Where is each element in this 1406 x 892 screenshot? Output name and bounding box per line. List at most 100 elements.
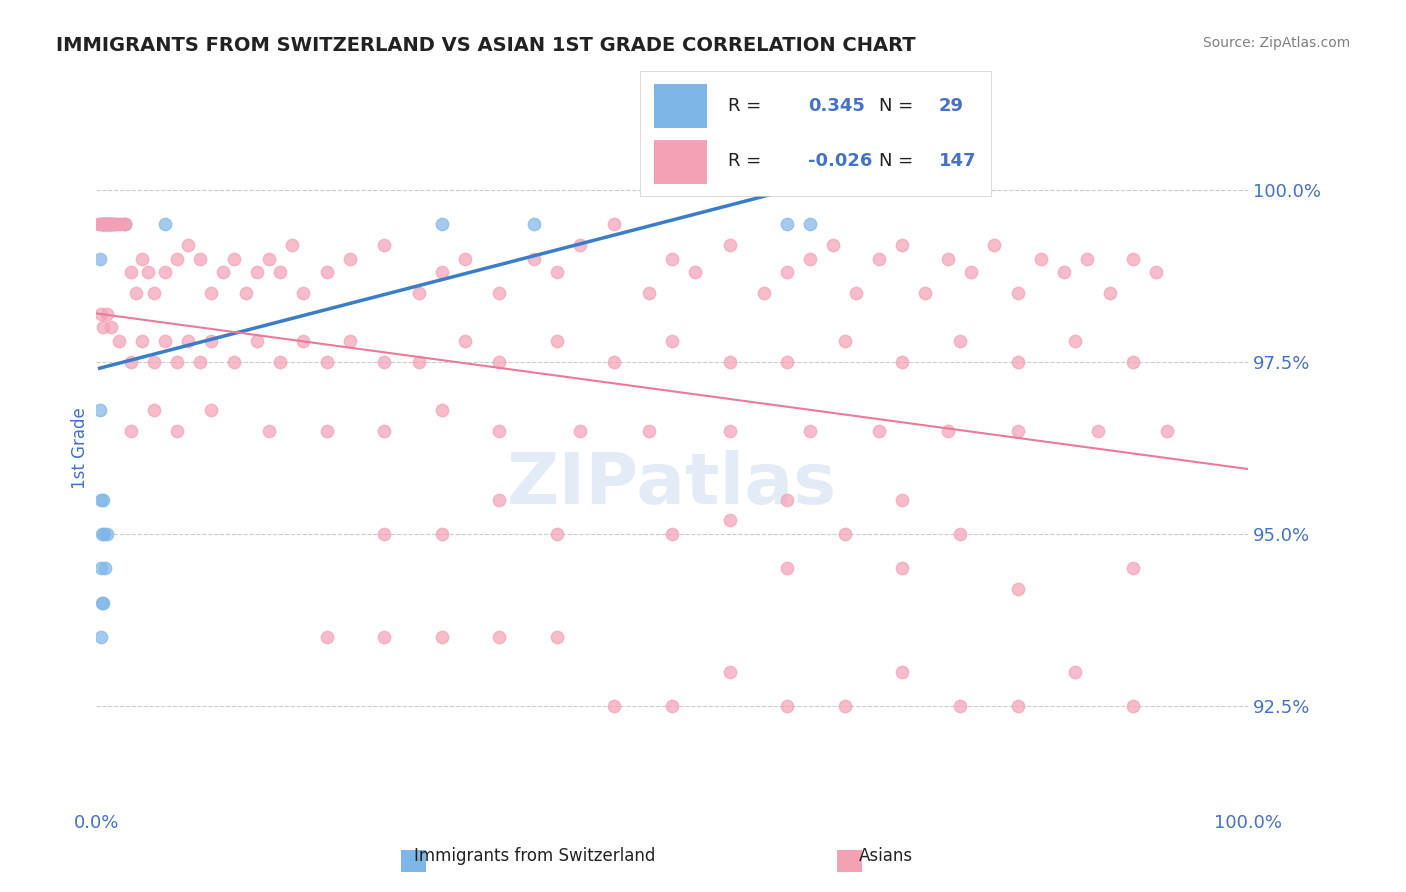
Point: [868, 252, 890, 266]
Point: [638, 285, 661, 300]
Point: [1156, 424, 1178, 438]
Point: [120, 355, 142, 369]
Point: [100, 320, 122, 334]
Point: [315, 424, 337, 438]
Point: [776, 492, 799, 507]
Point: [177, 237, 200, 252]
Point: [91, 320, 114, 334]
Point: [97, 217, 120, 231]
Point: [98, 217, 121, 231]
Point: [235, 285, 257, 300]
Point: [776, 699, 799, 714]
Point: [752, 285, 775, 300]
Point: [1007, 699, 1029, 714]
Text: IMMIGRANTS FROM SWITZERLAND VS ASIAN 1ST GRADE CORRELATION CHART: IMMIGRANTS FROM SWITZERLAND VS ASIAN 1ST…: [56, 36, 915, 54]
Point: [100, 217, 122, 231]
Point: [891, 665, 914, 679]
Point: [1007, 582, 1029, 596]
Point: [97, 217, 120, 231]
Point: [949, 527, 972, 541]
Point: [224, 355, 246, 369]
Point: [257, 424, 280, 438]
Point: [125, 285, 148, 300]
Point: [661, 527, 683, 541]
Point: [257, 252, 280, 266]
Point: [177, 334, 200, 349]
Point: [142, 285, 165, 300]
Point: [91, 596, 114, 610]
Point: [373, 527, 395, 541]
Point: [845, 285, 868, 300]
Text: 29: 29: [939, 97, 963, 115]
Point: [104, 217, 127, 231]
Point: [200, 285, 222, 300]
Point: [949, 334, 972, 349]
Point: [603, 355, 626, 369]
Point: [523, 217, 546, 231]
Point: [834, 334, 856, 349]
Point: [269, 355, 291, 369]
Point: [89, 252, 111, 266]
Point: [200, 334, 222, 349]
Point: [1007, 355, 1029, 369]
Point: [246, 334, 269, 349]
Point: [200, 403, 222, 417]
Point: [430, 527, 453, 541]
Point: [373, 237, 395, 252]
Point: [155, 334, 177, 349]
Point: [166, 355, 188, 369]
Point: [120, 424, 142, 438]
Point: [281, 237, 304, 252]
Point: [799, 252, 821, 266]
Point: [89, 403, 111, 417]
Point: [90, 492, 112, 507]
Point: [120, 265, 142, 279]
Point: [90, 631, 112, 645]
Point: [269, 265, 291, 279]
Point: [166, 424, 188, 438]
Point: [661, 334, 683, 349]
Point: [661, 252, 683, 266]
Point: [949, 699, 972, 714]
Point: [1064, 334, 1087, 349]
Point: [131, 252, 153, 266]
Point: [91, 217, 114, 231]
Point: [114, 217, 136, 231]
Point: [1007, 285, 1029, 300]
Point: [96, 307, 118, 321]
Point: [718, 355, 741, 369]
Point: [373, 355, 395, 369]
Point: [94, 561, 117, 575]
Point: [891, 492, 914, 507]
Point: [224, 252, 246, 266]
Point: [142, 355, 165, 369]
Point: [546, 631, 568, 645]
Point: [454, 252, 477, 266]
Point: [1122, 561, 1144, 575]
Point: [246, 265, 269, 279]
Text: N =: N =: [879, 97, 912, 115]
Point: [1064, 665, 1087, 679]
Point: [98, 217, 121, 231]
Point: [155, 265, 177, 279]
Point: [1007, 424, 1029, 438]
Point: [166, 252, 188, 266]
Point: [93, 217, 115, 231]
Point: [488, 424, 510, 438]
Point: [718, 237, 741, 252]
Point: [108, 334, 131, 349]
Point: [834, 699, 856, 714]
Point: [90, 561, 112, 575]
Point: [108, 217, 131, 231]
Point: [960, 265, 983, 279]
Point: [938, 252, 960, 266]
Point: [523, 252, 546, 266]
FancyBboxPatch shape: [654, 84, 707, 128]
Point: [292, 334, 315, 349]
Point: [983, 237, 1005, 252]
Point: [776, 355, 799, 369]
Point: [430, 403, 453, 417]
Point: [891, 561, 914, 575]
Point: [91, 596, 114, 610]
Point: [408, 355, 430, 369]
